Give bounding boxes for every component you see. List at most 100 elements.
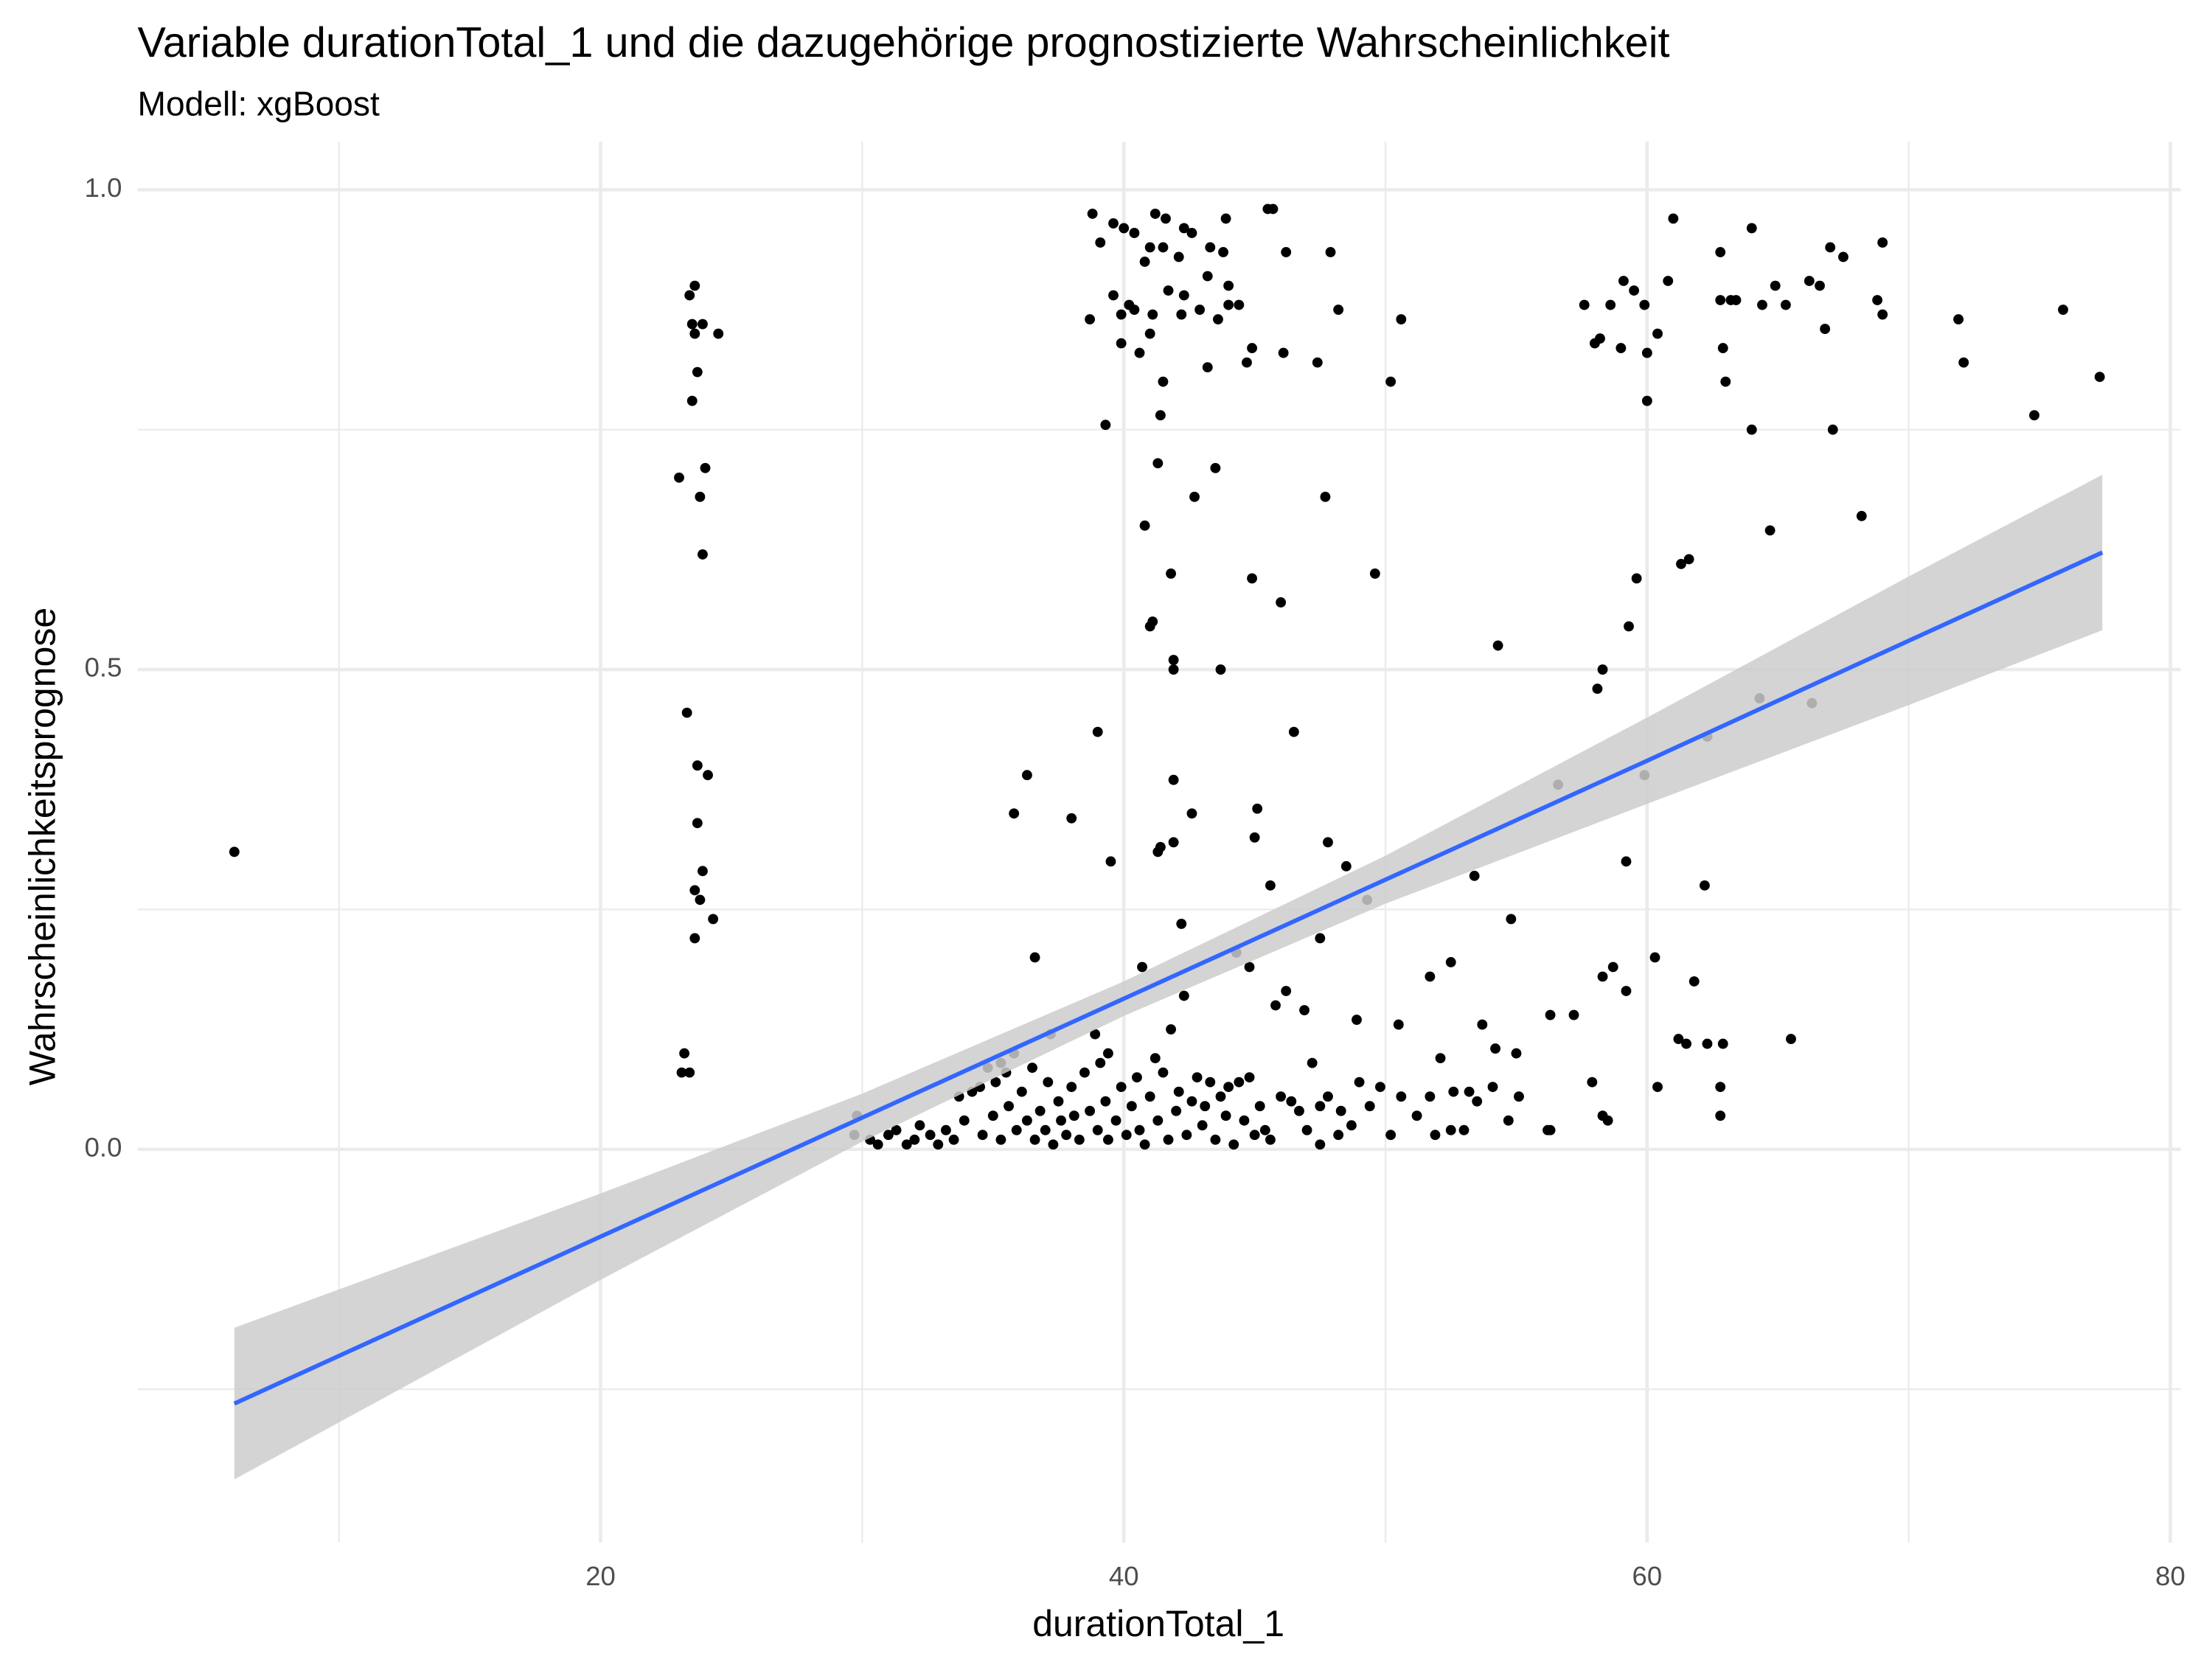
point (1276, 597, 1287, 608)
point (1202, 271, 1213, 282)
point (689, 933, 700, 944)
point (1192, 1072, 1203, 1083)
point (700, 462, 711, 473)
point (708, 914, 719, 925)
point (1027, 1062, 1037, 1074)
point (1178, 990, 1189, 1001)
point (695, 491, 706, 502)
point (1492, 640, 1503, 651)
point (1315, 933, 1326, 944)
point (1958, 357, 1969, 368)
point (1323, 837, 1333, 848)
point (686, 319, 698, 330)
point (1205, 1077, 1216, 1088)
point (1150, 208, 1161, 219)
point (1116, 309, 1127, 320)
point (1210, 462, 1221, 473)
point (1223, 299, 1234, 310)
point (1034, 1105, 1046, 1116)
point (698, 319, 708, 330)
point (1116, 1082, 1127, 1093)
point (698, 549, 708, 560)
point (1624, 621, 1634, 632)
point (1668, 213, 1679, 224)
point (1066, 1082, 1077, 1093)
x-axis-title: durationTotal_1 (1032, 1603, 1284, 1644)
point (1186, 808, 1197, 819)
point (1396, 1091, 1407, 1102)
point (1011, 1124, 1022, 1135)
point (1163, 1134, 1174, 1145)
point (1092, 1124, 1103, 1135)
point (1147, 616, 1158, 627)
point (1265, 1134, 1276, 1145)
point (1820, 324, 1831, 334)
point (1435, 1053, 1446, 1064)
point (1717, 1038, 1728, 1049)
point (995, 1134, 1006, 1145)
point (1770, 280, 1781, 291)
point (1158, 376, 1169, 387)
point (987, 1110, 998, 1121)
point (1299, 1005, 1310, 1015)
point (1856, 510, 1867, 521)
point (1278, 347, 1289, 358)
point (1621, 856, 1632, 867)
point (1144, 242, 1155, 253)
point (1641, 347, 1652, 358)
point (1220, 213, 1231, 224)
point (1325, 247, 1336, 257)
point (1649, 952, 1660, 963)
point (1181, 1130, 1192, 1141)
point (1487, 1082, 1498, 1093)
point (1333, 1130, 1344, 1141)
point (1043, 1077, 1054, 1088)
point (1786, 1034, 1796, 1045)
point (703, 770, 713, 781)
point (692, 760, 703, 771)
point (1186, 1096, 1197, 1107)
point (1119, 223, 1130, 234)
point (1315, 1139, 1326, 1150)
point (1288, 726, 1299, 737)
point (1178, 223, 1189, 234)
point (1215, 1091, 1226, 1102)
point (1715, 247, 1726, 257)
point (1490, 1043, 1500, 1054)
point (1543, 1124, 1553, 1135)
point (698, 866, 708, 877)
point (1213, 314, 1223, 324)
point (1445, 957, 1456, 967)
point (1252, 803, 1263, 814)
point (674, 472, 684, 483)
point (1688, 976, 1700, 987)
point (1103, 1134, 1113, 1145)
point (1354, 1077, 1365, 1088)
point (1872, 295, 1883, 305)
point (1171, 1105, 1182, 1116)
point (1152, 846, 1164, 858)
point (1144, 1091, 1155, 1102)
x-tick-label: 60 (1632, 1561, 1663, 1591)
point (1652, 1082, 1663, 1093)
point (1605, 299, 1616, 310)
point (1121, 1130, 1132, 1141)
point (1307, 1057, 1318, 1068)
point (1579, 299, 1590, 310)
point (1234, 1077, 1245, 1088)
point (977, 1130, 988, 1141)
point (1545, 1009, 1556, 1020)
point (1825, 242, 1836, 253)
point (1663, 276, 1674, 286)
point (1259, 1124, 1270, 1135)
point (883, 1130, 894, 1141)
point (1100, 1096, 1111, 1107)
point (1244, 961, 1255, 973)
chart-subtitle: Modell: xgBoost (138, 84, 380, 122)
point (1150, 1053, 1161, 1064)
point (1205, 242, 1216, 253)
point (1458, 1124, 1470, 1135)
point (1004, 1101, 1015, 1112)
point (1176, 919, 1187, 929)
point (914, 1120, 925, 1131)
